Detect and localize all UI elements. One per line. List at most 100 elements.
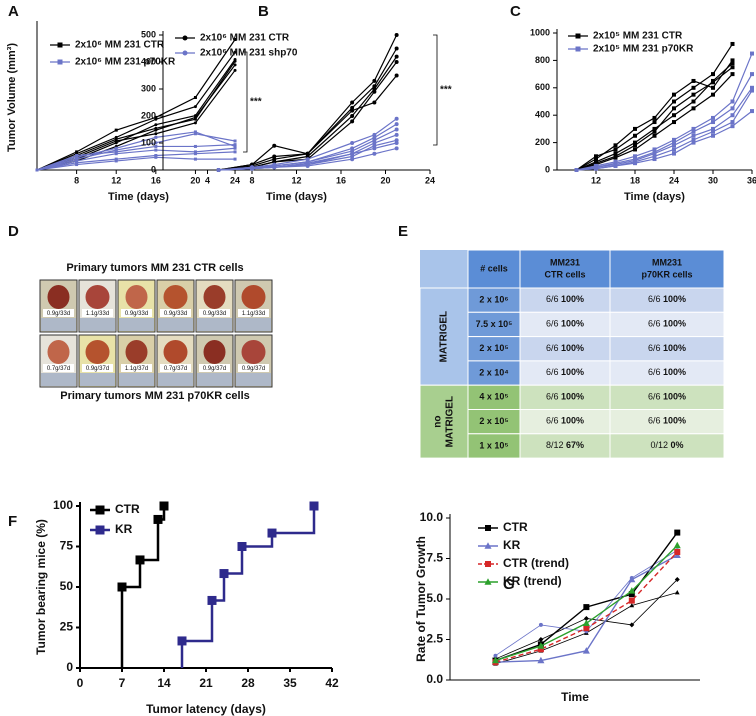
legend-label: 2x10⁶ MM 231 p70KR — [75, 57, 176, 68]
series-line — [36, 147, 236, 171]
table-header: MM231 — [652, 257, 682, 267]
marker — [233, 143, 237, 147]
marker — [582, 647, 590, 654]
marker — [394, 122, 399, 127]
table-cell — [467, 433, 521, 459]
photo-label: 1.1g/33d — [86, 311, 109, 317]
marker — [193, 157, 197, 161]
label-box — [43, 309, 74, 317]
marker — [394, 54, 399, 59]
marker — [628, 587, 636, 594]
marker — [267, 528, 277, 538]
marker — [193, 152, 197, 156]
legend-label: 2x10⁵ MM 231 CTR — [593, 31, 683, 42]
x-tick-label: 8 — [249, 175, 254, 185]
percent: 100% — [663, 416, 686, 426]
marker — [652, 147, 657, 152]
marker — [594, 154, 598, 159]
marker — [711, 120, 715, 125]
marker — [350, 108, 355, 113]
ratio: 6/6 — [648, 392, 661, 402]
ratio: 6/6 — [648, 295, 661, 305]
marker — [233, 68, 237, 72]
annotation: *** — [440, 85, 452, 96]
marker — [672, 147, 676, 152]
label-box — [238, 309, 269, 317]
marker — [613, 147, 618, 152]
marker — [237, 542, 247, 551]
marker — [583, 625, 590, 632]
marker — [633, 161, 637, 166]
x-tick-label: 42 — [325, 676, 339, 690]
tumor — [85, 285, 110, 309]
marker — [114, 157, 118, 161]
marker — [652, 120, 657, 125]
marker — [730, 106, 735, 111]
marker — [272, 154, 277, 159]
marker — [711, 126, 715, 131]
y-tick-label: 50 — [60, 579, 74, 593]
x-tick-label: 8 — [74, 175, 79, 185]
y-tick-label: 7.5 — [426, 551, 443, 565]
ratio: 6/6 — [546, 295, 559, 305]
table-cell — [609, 409, 725, 435]
percent: 100% — [561, 319, 584, 329]
photo-label: 0.7g/37d — [164, 366, 187, 372]
marker — [216, 168, 221, 172]
y-tick-label: 0 — [66, 660, 73, 674]
marker — [350, 100, 355, 105]
marker — [613, 151, 618, 156]
marker — [154, 132, 158, 136]
series-line — [576, 73, 753, 171]
series-line — [576, 53, 753, 171]
series-line — [36, 64, 236, 171]
x-axis-label: Tumor latency (days) — [146, 702, 266, 716]
panel-label: A — [8, 3, 19, 20]
tumor — [125, 285, 148, 309]
marker — [233, 144, 237, 148]
x-tick-label: 28 — [241, 676, 255, 690]
table-group-cell — [419, 384, 469, 459]
significance-bracket — [433, 34, 438, 146]
legend-marker — [57, 42, 63, 48]
table-cell — [467, 360, 521, 386]
series-line — [36, 156, 236, 171]
percent: 67% — [566, 440, 584, 450]
percent: 100% — [561, 343, 584, 353]
marker — [177, 636, 187, 646]
x-tick-label: 24 — [669, 175, 679, 185]
ratio: 6/6 — [546, 392, 559, 402]
legend-marker — [57, 59, 63, 65]
y-tick-label: 300 — [141, 83, 156, 93]
legend-label: KR (trend) — [503, 574, 562, 588]
legend-marker — [575, 46, 581, 52]
marker — [691, 137, 696, 142]
table-cell — [609, 287, 725, 313]
y-tick-label: 500 — [141, 29, 156, 39]
tumor — [203, 285, 226, 309]
marker — [75, 150, 79, 154]
marker — [672, 137, 676, 142]
photo-label: 1.1g/37d — [125, 366, 148, 372]
marker — [672, 113, 676, 118]
legend-marker — [485, 561, 491, 567]
ruler — [41, 318, 76, 331]
y-tick-label: 400 — [141, 56, 156, 66]
label-box — [121, 309, 152, 317]
marker — [711, 72, 715, 77]
table-cell-value: 6/6 100% — [648, 367, 686, 377]
marker — [652, 157, 657, 162]
legend-label: CTR (trend) — [503, 556, 569, 570]
table-cell — [519, 336, 611, 362]
ratio: 6/6 — [648, 343, 661, 353]
y-tick-label: 0.0 — [426, 672, 443, 686]
marker — [193, 144, 197, 148]
ruler — [41, 373, 76, 386]
marker — [75, 159, 79, 163]
marker — [372, 146, 377, 151]
marker — [114, 159, 118, 163]
marker — [219, 569, 229, 579]
table-cell-value: 6/6 100% — [546, 295, 584, 305]
marker — [250, 166, 254, 171]
x-axis-label: Time (days) — [624, 191, 685, 203]
